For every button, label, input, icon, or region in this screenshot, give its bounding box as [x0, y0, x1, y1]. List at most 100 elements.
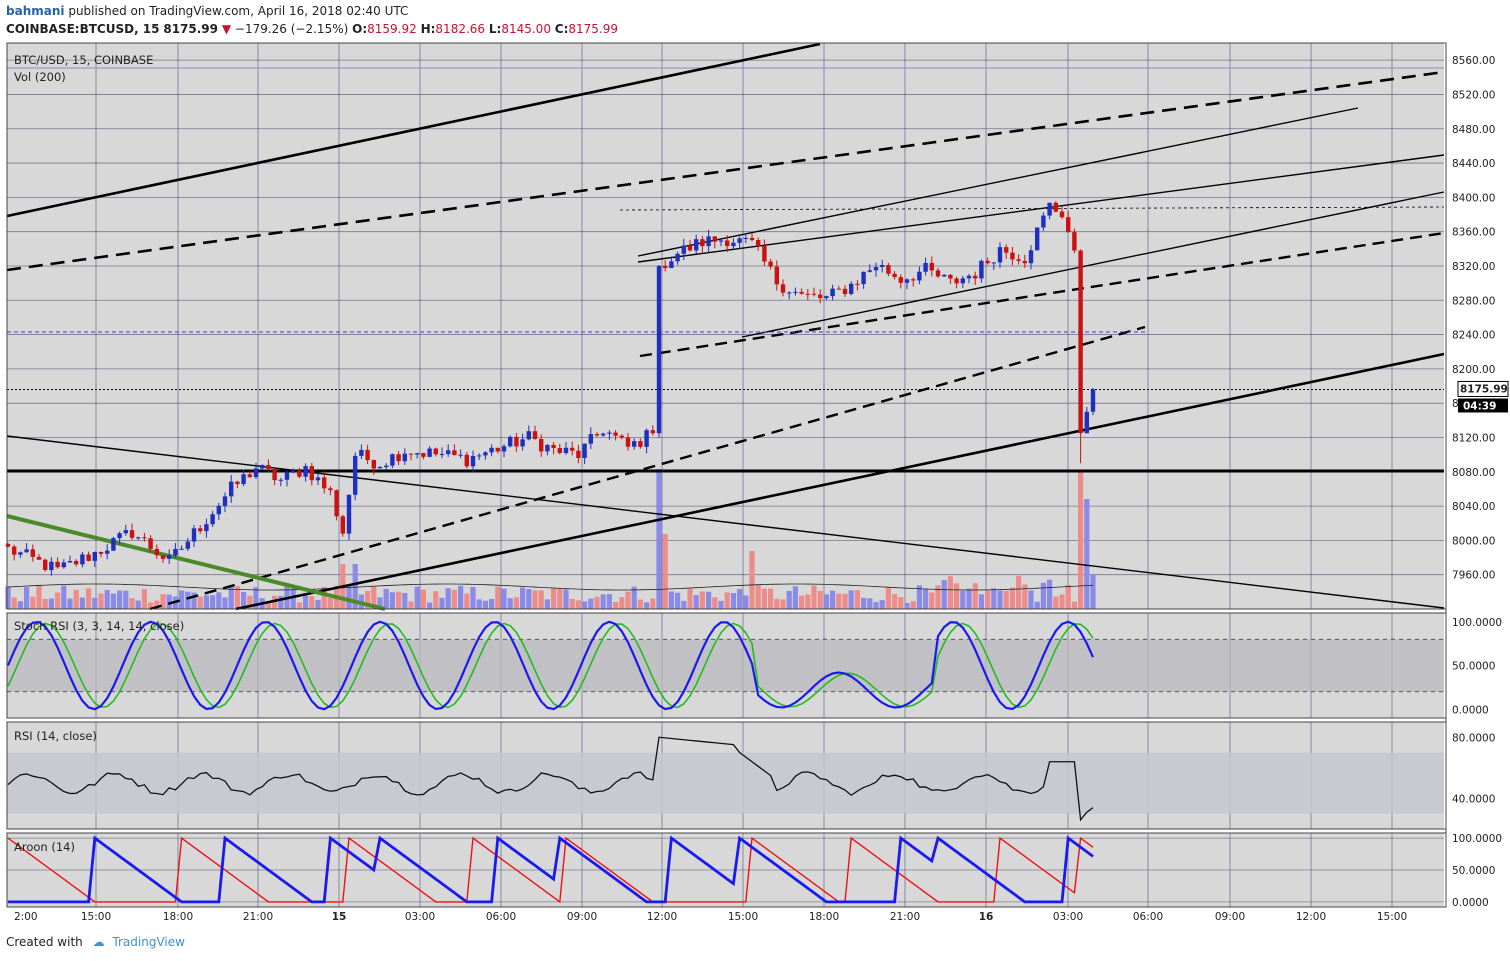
candle-body: [743, 237, 748, 239]
candle-body: [1022, 260, 1027, 264]
volume-bar: [166, 594, 172, 609]
rsi-y-tick: 40.0000: [1452, 793, 1495, 805]
candle-body: [923, 263, 928, 272]
trendline: [149, 325, 1146, 611]
volume-bar: [117, 590, 123, 609]
candle-body: [55, 561, 60, 568]
candle-body: [898, 277, 903, 283]
x-tick-label: 16: [979, 911, 994, 923]
main-pane-title: BTC/USD, 15, COINBASE: [14, 53, 153, 67]
candle-body: [700, 239, 705, 247]
volume-bar: [315, 599, 321, 609]
volume-bar: [377, 597, 383, 609]
candle-body: [501, 446, 507, 452]
volume-bar: [687, 588, 693, 609]
volume-bar: [36, 585, 42, 609]
rsi-y-tick: 80.0000: [1452, 732, 1495, 744]
stoch-k-line: [6, 620, 1095, 711]
trendlines: [6, 42, 1445, 611]
volume-bar: [650, 598, 656, 609]
volume-bar: [433, 591, 439, 609]
candle-body: [625, 437, 631, 447]
volume-bar: [365, 590, 371, 609]
candle-body: [489, 447, 494, 453]
x-tick-label: 2:00: [14, 911, 38, 923]
author[interactable]: bahmani: [6, 4, 65, 18]
volume-bar: [712, 597, 718, 609]
volume-bar: [1078, 471, 1084, 609]
y-tick-label: 8440.00: [1452, 158, 1495, 170]
low-label: L:: [488, 22, 502, 36]
candle-body: [576, 450, 581, 458]
candle-body: [1041, 215, 1046, 228]
candle-body: [811, 293, 817, 295]
trendline: [639, 231, 1445, 358]
candle-body: [942, 274, 947, 277]
tradingview-link[interactable]: TradingView: [112, 935, 185, 949]
candle-body: [644, 430, 649, 447]
volume-bar: [1047, 579, 1053, 609]
volume-bar: [898, 597, 904, 609]
volume-bar: [123, 590, 129, 609]
volume-bar: [17, 601, 23, 609]
candle-body: [873, 267, 879, 271]
candle-body: [328, 488, 333, 491]
resistance-dotted: [619, 206, 1445, 211]
volume-bar: [1090, 574, 1096, 609]
candle-body: [805, 293, 810, 295]
volume-bar: [303, 595, 309, 609]
aroon-down-line: [7, 836, 1094, 904]
candle-body: [824, 296, 829, 299]
low-value: 8145.00: [501, 22, 551, 36]
candle-body: [1010, 252, 1015, 260]
candle-body: [1084, 411, 1089, 434]
volume-bar: [644, 602, 650, 609]
stoch-y-tick: 0.0000: [1452, 704, 1489, 716]
candle-body: [563, 447, 569, 453]
candle-body: [334, 490, 339, 517]
symbol: COINBASE:BTCUSD, 15: [6, 22, 160, 36]
volume-bar: [1009, 587, 1015, 609]
candle-body: [799, 291, 804, 294]
candle-body: [632, 441, 637, 447]
candle-body: [439, 454, 445, 456]
volume-bar: [1028, 590, 1034, 609]
volume-bar: [129, 598, 135, 609]
candle-body: [613, 432, 618, 436]
candle-body: [842, 288, 848, 294]
candle-body: [495, 447, 500, 452]
volume-bar: [724, 592, 730, 609]
volume-bar: [520, 587, 526, 609]
volume-bar: [532, 590, 538, 609]
candle-body: [960, 278, 965, 284]
high-label: H:: [420, 22, 436, 36]
volume-bar: [11, 597, 17, 609]
volume-bar: [600, 594, 606, 609]
volume-bar: [104, 589, 110, 609]
trendline: [637, 107, 1359, 257]
candle-body: [1035, 227, 1040, 251]
volume-bar: [625, 591, 631, 609]
candle-body: [30, 549, 35, 557]
candle-body: [731, 242, 736, 247]
candle-body: [49, 561, 54, 571]
candle-body: [12, 546, 17, 555]
volume-bar: [1071, 601, 1077, 609]
volume-bar: [265, 602, 271, 609]
volume-bar: [842, 593, 848, 609]
candle-body: [880, 265, 885, 268]
volume-bar: [495, 586, 501, 609]
candle-body: [991, 262, 996, 264]
countdown-badge: [1458, 398, 1508, 413]
candle-body: [402, 453, 407, 462]
candle-body: [5, 544, 11, 547]
candle-body: [191, 528, 197, 542]
volume-bar: [997, 590, 1003, 609]
volume-bar: [786, 590, 792, 609]
candle-body: [421, 453, 426, 457]
close-value: 8175.99: [568, 22, 619, 36]
y-tick-label: 8320.00: [1452, 261, 1495, 273]
volume-bar: [830, 590, 836, 609]
candle-body: [67, 560, 73, 563]
